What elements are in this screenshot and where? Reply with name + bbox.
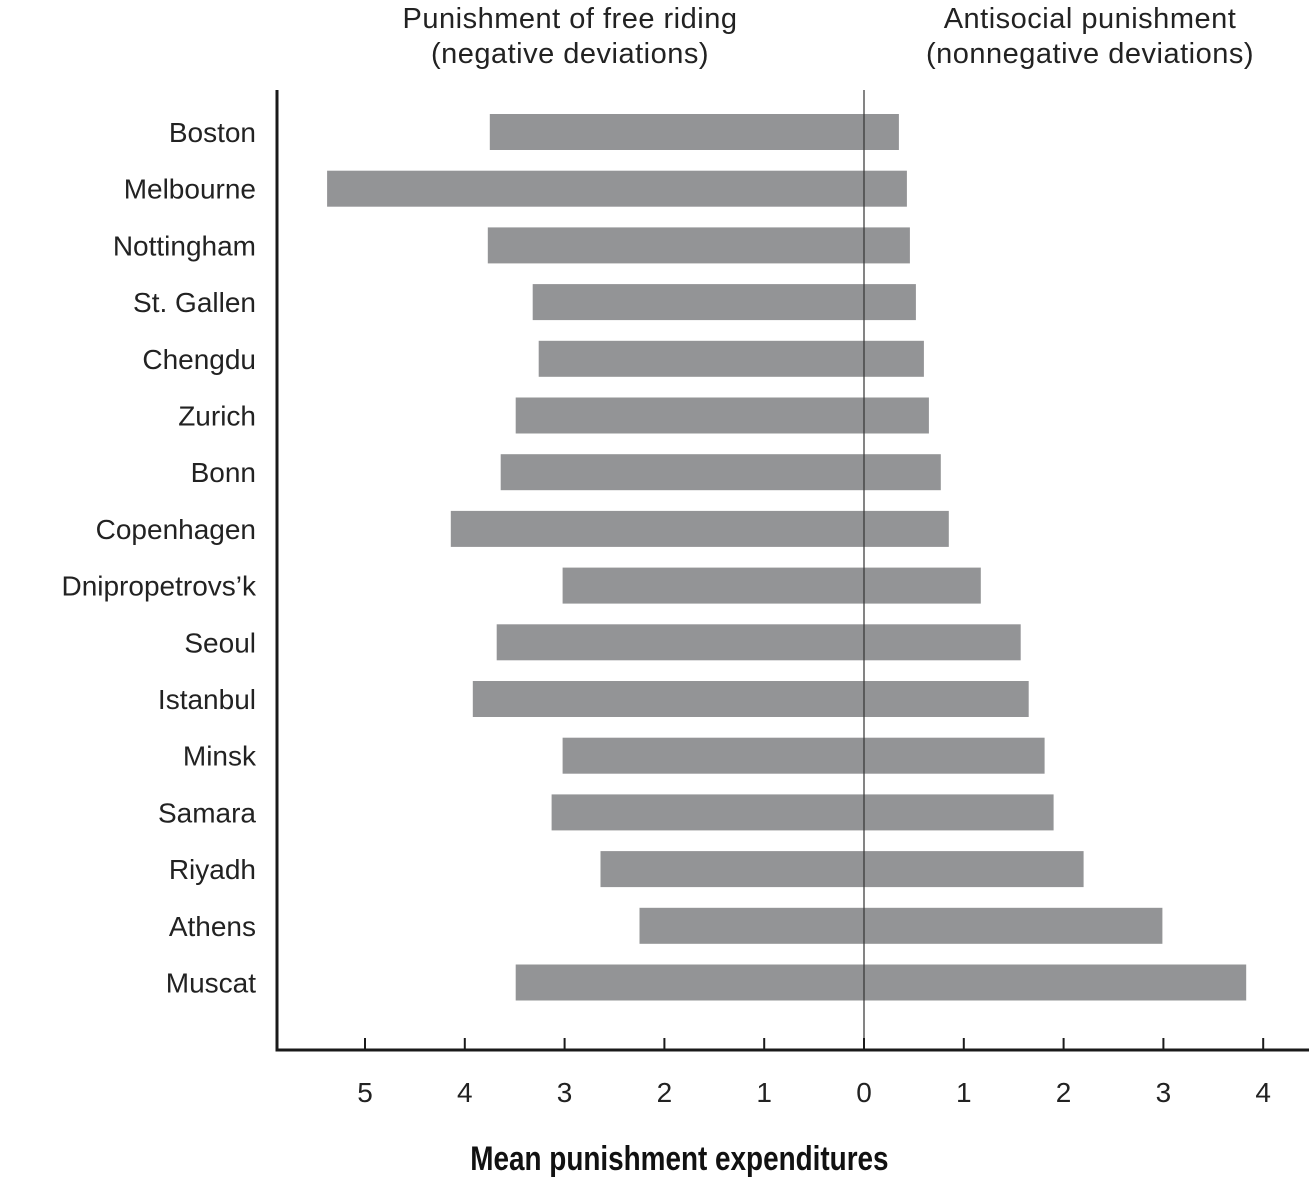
left-section-header: Punishment of free riding (negative devi… (330, 2, 810, 72)
bar-left (515, 964, 864, 1001)
left-header-line-2: (negative deviations) (430, 38, 710, 70)
bar-left (450, 510, 864, 547)
left-header-line-1: Punishment of free riding (402, 3, 738, 35)
bar-left (489, 114, 865, 150)
bar-left (515, 397, 864, 434)
bar-right (864, 284, 916, 321)
x-tick-label: 1 (956, 1077, 972, 1108)
bar-right (864, 340, 924, 377)
bar-right (864, 907, 1163, 944)
bar-right (864, 170, 907, 207)
category-label: Bonn (191, 457, 256, 488)
bar-left (327, 170, 865, 207)
x-tick-label: 4 (1255, 1077, 1271, 1108)
x-tick-label: 3 (1156, 1077, 1172, 1108)
category-label: Minsk (183, 741, 257, 772)
x-tick-label: 2 (1056, 1077, 1072, 1108)
bar-left (538, 340, 864, 377)
category-label: Nottingham (113, 230, 256, 261)
bar-left (562, 567, 864, 604)
bar-left (500, 454, 864, 491)
category-label: Istanbul (158, 684, 256, 715)
bar-right (864, 681, 1029, 717)
bar-right (864, 851, 1084, 888)
category-label: Chengdu (142, 344, 256, 375)
category-label: Seoul (184, 627, 256, 658)
category-label: Copenhagen (96, 514, 256, 545)
x-tick-label: 3 (557, 1077, 573, 1108)
right-header-line-2: (nonnegative deviations) (926, 38, 1254, 70)
bar-right (864, 114, 899, 150)
category-label: Riyadh (169, 854, 256, 885)
bar-right (864, 227, 910, 264)
category-label: Athens (169, 911, 256, 942)
bar-right (864, 454, 941, 491)
bar-right (864, 737, 1045, 774)
bar-right (864, 964, 1247, 1001)
bar-right (864, 624, 1021, 661)
bar-left (562, 737, 864, 774)
category-label: Dnipropetrovs’k (61, 571, 257, 602)
category-label: Boston (169, 117, 256, 148)
x-tick-label: 0 (856, 1077, 872, 1108)
bar-right (864, 397, 929, 434)
right-header-line-1: Antisocial punishment (943, 3, 1237, 35)
category-label: Melbourne (124, 174, 256, 205)
x-tick-label: 2 (657, 1077, 673, 1108)
x-axis-title: Mean punishment expenditures (470, 1140, 889, 1178)
bar-right (864, 510, 949, 547)
category-label: Zurich (178, 401, 256, 432)
x-tick-label: 4 (457, 1077, 473, 1108)
bar-left (487, 227, 864, 264)
bar-left (639, 907, 864, 944)
axes-layer (275, 90, 1309, 1052)
bar-right (864, 794, 1054, 831)
bars-layer (327, 114, 1247, 1001)
right-section-header: Antisocial punishment (nonnegative devia… (870, 2, 1309, 72)
category-label: Muscat (166, 968, 256, 999)
category-label: Samara (158, 797, 256, 828)
bar-right (864, 567, 981, 604)
bar-left (600, 851, 864, 888)
labels-layer: Boston Melbourne Nottingham St. Gallen Cheng… (61, 117, 1271, 1108)
x-tick-label: 5 (357, 1077, 373, 1108)
bar-left (551, 794, 864, 831)
x-tick-label: 1 (756, 1077, 772, 1108)
bar-left (532, 284, 864, 321)
bar-left (472, 681, 864, 717)
category-label: St. Gallen (133, 287, 256, 318)
bar-left (496, 624, 864, 661)
